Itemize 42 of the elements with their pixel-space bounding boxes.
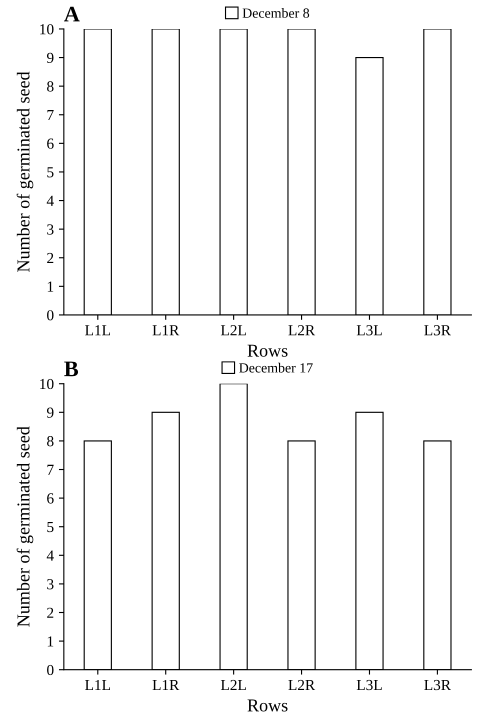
chart-title: B [64,362,78,376]
y-tick-label: 4 [46,550,54,561]
y-tick-label: 9 [46,408,54,418]
y-tick-label: 4 [46,196,54,206]
x-tick-label: L1L [85,680,110,690]
x-axis-title: Rows [248,700,288,712]
x-tick-label: L1L [85,325,110,336]
legend-label: December 17 [239,362,313,373]
y-tick-label: 10 [40,378,54,390]
x-tick-label: L2L [220,325,246,336]
y-axis-title: Number of germinated seed [16,426,34,627]
y-tick-label: 6 [47,493,54,504]
y-tick-label: 7 [47,110,54,120]
y-tick-label: 3 [47,224,54,235]
x-axis-title: Rows [248,344,288,357]
y-tick-label: 2 [47,252,54,264]
x-tick-label: L3L [356,325,382,336]
y-tick-label: 8 [47,436,54,446]
y-tick-label: 1 [48,636,54,646]
y-tick-label: 0 [47,664,54,676]
chart-title: A [64,6,80,22]
y-tick-label: 1 [48,282,54,292]
x-tick-label: L1R [152,325,180,336]
y-tick-label: 3 [47,579,54,590]
y-tick-label: 9 [46,52,54,64]
y-tick-label: 0 [47,310,54,320]
y-tick-label: 10 [40,24,54,34]
x-tick-label: L2R [288,325,316,336]
x-tick-label: L3R [424,325,451,336]
x-tick-label: L1R [152,680,180,690]
x-tick-label: L3L [356,680,382,690]
x-tick-label: L2R [288,680,316,690]
y-tick-label: 5 [47,167,54,178]
y-tick-label: 7 [47,464,54,475]
y-tick-label: 2 [47,608,54,618]
x-tick-label: L3R [424,680,451,690]
legend-label: December 8 [242,8,310,18]
y-tick-label: 8 [47,81,54,92]
y-tick-label: 5 [47,522,54,532]
x-tick-label: L2L [220,680,246,690]
y-axis-title: Number of germinated seed [16,72,34,272]
y-tick-label: 6 [47,138,54,149]
